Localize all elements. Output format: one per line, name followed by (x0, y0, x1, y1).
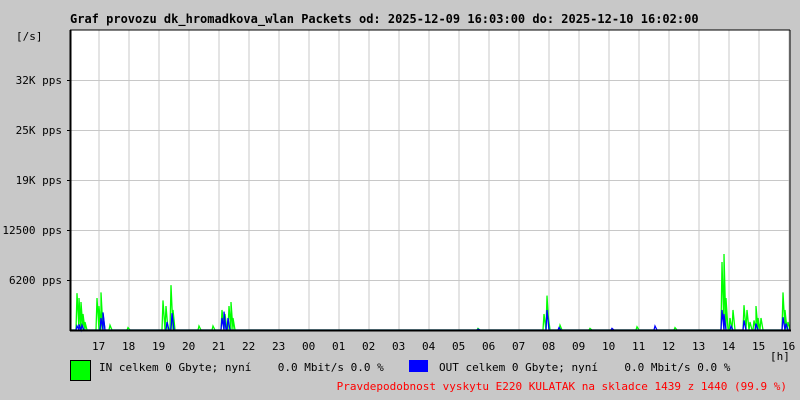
y-tick-label: 12500 pps (2, 223, 62, 237)
x-tick-label: 02 (362, 340, 376, 353)
x-tick-label: 11 (632, 340, 646, 353)
y-tick-label: 25K pps (15, 123, 62, 137)
y-tick-label: 19K pps (15, 173, 62, 187)
x-axis-unit: [h] (770, 350, 790, 363)
x-tick-label: 06 (482, 340, 496, 353)
y-tick-label: 32K pps (15, 73, 62, 87)
x-tick-label: 23 (272, 340, 286, 353)
x-tick-label: 05 (452, 340, 466, 353)
legend-in-swatch (70, 360, 91, 381)
x-tick-label: 00 (302, 340, 316, 353)
x-tick-label: 18 (122, 340, 136, 353)
legend-out-text: OUT celkem 0 Gbyte; nyní 0.0 Mbit/s 0.0 … (439, 361, 731, 374)
y-axis-unit: [/s] (16, 30, 43, 43)
x-tick-label: 15 (752, 340, 766, 353)
x-tick-label: 01 (332, 340, 346, 353)
footer-note: Pravdepodobnost vyskytu E220 KULATAK na … (336, 380, 787, 393)
legend-in-text: IN celkem 0 Gbyte; nyní 0.0 Mbit/s 0.0 % (99, 361, 384, 374)
x-tick-label: 22 (242, 340, 256, 353)
x-tick-label: 16 (782, 340, 796, 353)
x-tick-label: 07 (512, 340, 526, 353)
x-tick-label: 04 (422, 340, 436, 353)
series-line-out (70, 309, 790, 333)
legend-out-swatch (409, 360, 428, 372)
x-tick-label: 12 (662, 340, 676, 353)
chart-title: Graf provozu dk_hromadkova_wlan Packets … (70, 12, 699, 26)
x-tick-label: 17 (92, 340, 106, 353)
x-tick-label: 19 (152, 340, 166, 353)
x-tick-label: 10 (602, 340, 616, 353)
y-tick-label: 6200 pps (9, 273, 62, 287)
x-tick-label: 14 (722, 340, 736, 353)
x-tick-label: 09 (572, 340, 586, 353)
x-tick-label: 21 (212, 340, 226, 353)
x-tick-label: 08 (542, 340, 556, 353)
x-tick-label: 03 (392, 340, 406, 353)
x-tick-label: 20 (182, 340, 196, 353)
x-tick-label: 13 (692, 340, 706, 353)
